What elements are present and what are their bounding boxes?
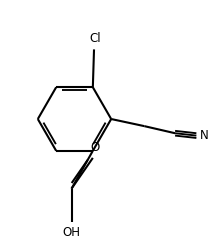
- Text: N: N: [200, 129, 209, 142]
- Text: OH: OH: [62, 226, 81, 238]
- Text: O: O: [90, 141, 99, 154]
- Text: Cl: Cl: [89, 32, 101, 45]
